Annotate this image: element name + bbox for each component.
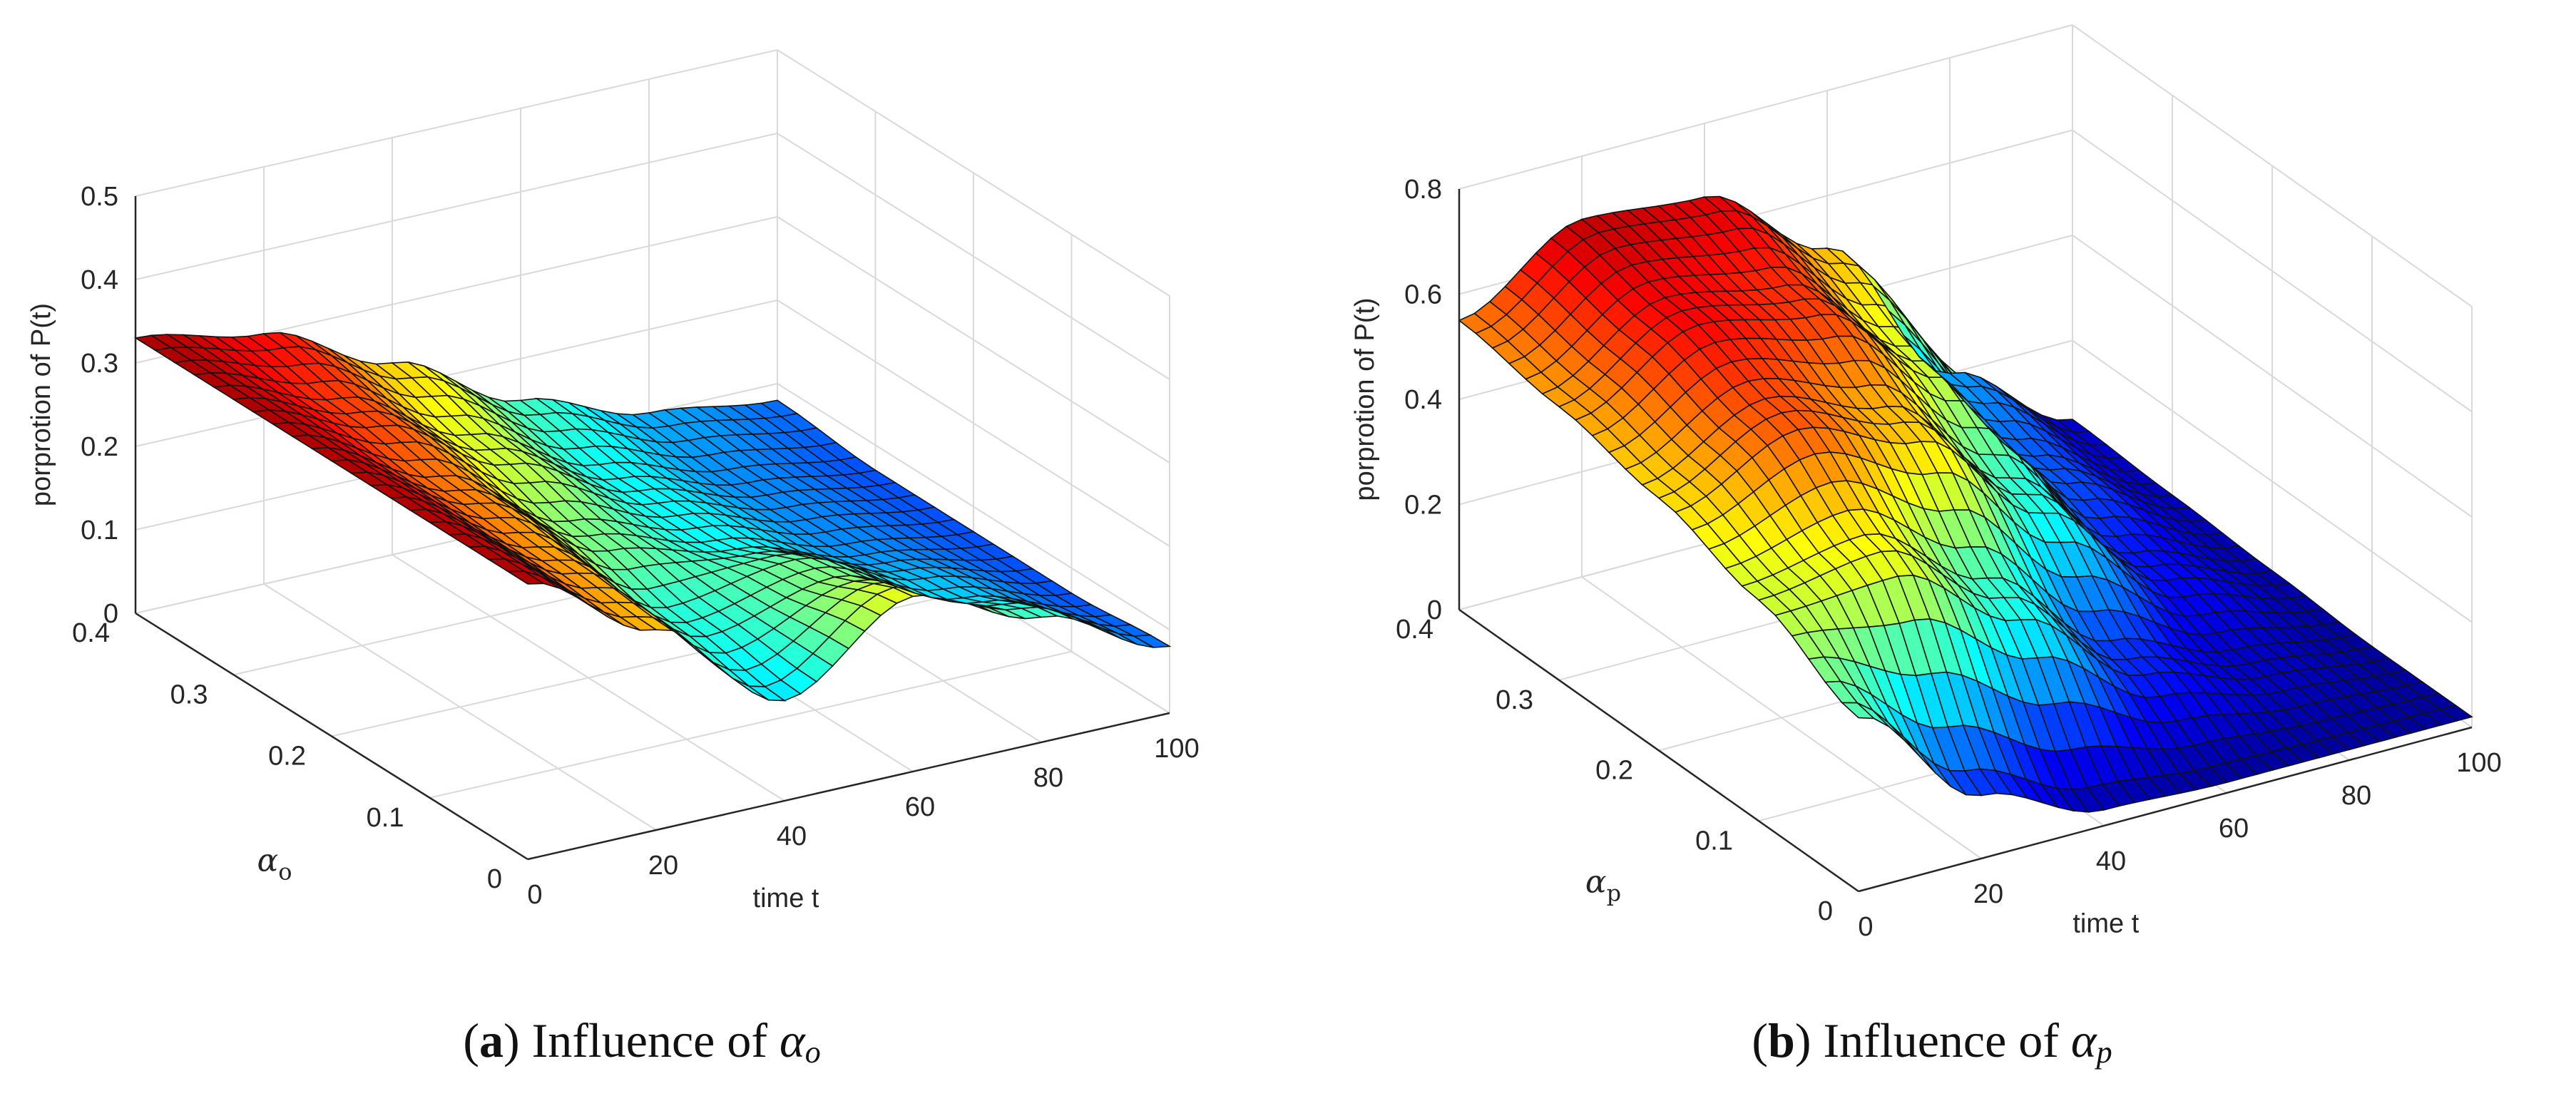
z-tick-label: 0.8 [1404,175,1442,205]
z-tick-label: 0.4 [81,265,118,295]
x-axis-title: time t [2072,909,2139,939]
y-tick-label: 0.3 [1496,685,1533,715]
chart-panel-a: 0 20 40 60 80 100 0 0.1 0.2 0.3 0.4 0 0.1 0.2 0.3 0.4 0.… [0,0,1284,1096]
x-tick-label: 60 [905,792,935,822]
gridline [1458,24,2073,190]
x-tick-label: 20 [1973,879,2003,909]
gridline [429,650,1072,799]
y-axis-title: αp [1585,864,1621,907]
x-tick-label: 60 [2219,814,2249,844]
x-tick-label: 40 [777,821,807,851]
tick-labels-a: 02040608010000.10.20.30.400.10.20.30.40.… [26,182,1200,913]
caption-letter-a: a [479,1013,504,1067]
x-tick-label: 0 [527,880,542,910]
surface-b [1458,195,2473,813]
z-tick-label: 0.3 [81,349,118,379]
y-tick-label: 0.2 [1595,756,1633,786]
axes-b [1458,189,2473,893]
y-tick-label: 0.2 [268,742,306,772]
surface-plot-b: 02040608010000.10.20.30.400.20.40.60.8ti… [1350,24,2502,942]
gridline [135,49,778,197]
z-axis-title: porprotion of P(t) [1350,297,1380,501]
x-tick-label: 80 [2341,781,2371,811]
caption-a: (a) Influence of αo [463,1013,821,1070]
y-axis-title: αo [257,843,292,886]
y-axis-line [135,612,528,861]
z-tick-label: 0.2 [1404,491,1442,521]
surface-patch [2055,419,2091,434]
caption-letter-b: b [1768,1013,1795,1067]
y-tick-label: 0.1 [367,803,404,833]
gridline [135,299,778,447]
x-tick-label: 40 [2096,846,2126,876]
z-tick-label: 0.5 [81,182,118,212]
x-tick-label: 0 [1858,912,1873,942]
z-tick-label: 0 [103,599,118,629]
x-tick-label: 100 [1154,734,1199,764]
surface-a [133,332,1172,702]
y-tick-label: 0.4 [72,618,110,648]
z-tick-label: 0 [1427,595,1442,625]
surface-patch [760,399,799,417]
x-axis-line [1858,726,2473,893]
z-tick-label: 0.4 [1404,385,1442,415]
y-axis-subscript: p [1607,880,1621,907]
chart-panel-b: 0 20 40 60 80 100 0 0.1 0.2 0.3 0.4 0 0.2 0.4 0.6 0.8 ti… [1288,0,2576,1096]
x-tick-label: 100 [2456,748,2501,778]
y-tick-label: 0.4 [1396,615,1433,645]
y-tick-label: 0 [487,864,502,894]
gridline [135,133,778,280]
y-tick-label: 0.3 [170,680,208,710]
x-axis-title: time t [753,884,819,913]
tick-labels-b: 02040608010000.10.20.30.400.20.40.60.8ti… [1350,175,2502,942]
y-tick-label: 0.1 [1695,826,1733,856]
z-tick-label: 0.1 [81,516,118,546]
surface-plot-a: 02040608010000.10.20.30.400.10.20.30.40.… [26,49,1200,913]
caption-b: (b) Influence of αp [1752,1013,2112,1070]
x-tick-label: 80 [1033,763,1063,793]
axes-a [134,196,1170,861]
z-tick-label: 0.6 [1404,280,1442,310]
y-axis-line [1458,608,1859,893]
x-axis-line [527,712,1170,861]
x-tick-label: 20 [648,851,678,881]
y-axis-subscript: o [278,859,292,886]
z-tick-label: 0.2 [81,432,118,462]
z-axis-title: porprotion of P(t) [26,303,56,506]
y-tick-label: 0 [1818,896,1833,926]
